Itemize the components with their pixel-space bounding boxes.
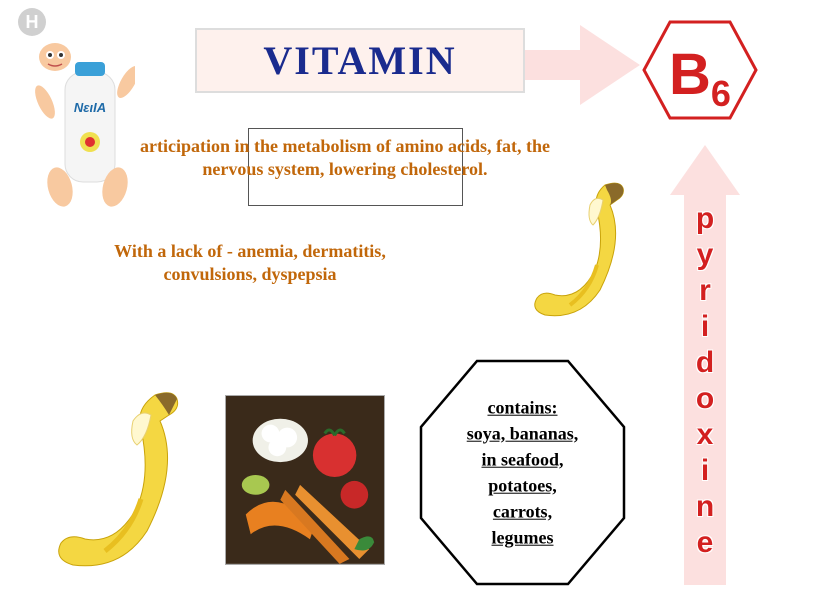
- contains-text: contains: soya, bananas, in seafood, pot…: [438, 394, 608, 551]
- arrow-up-pyridoxine: p y r i d o x i n e: [670, 145, 740, 585]
- description-2: With a lack of - anemia, dermatitis, con…: [95, 240, 405, 287]
- vegetables-image: [225, 395, 385, 565]
- vitamin-code-sub: 6: [711, 73, 731, 114]
- hexagon-b6: B6: [640, 18, 760, 138]
- svg-text:ΝειΙΑ: ΝειΙΑ: [74, 100, 106, 115]
- title-text: VITAMIN: [263, 37, 456, 84]
- title-box: VITAMIN: [195, 28, 525, 93]
- description-1: articipation in the metabolism of amino …: [115, 135, 575, 182]
- vitamin-code: B6: [669, 41, 731, 108]
- banana-image-1: [525, 170, 645, 325]
- vitamin-code-main: B: [669, 42, 711, 107]
- banana-image-2: [45, 375, 205, 575]
- vertical-text: p y r i d o x i n e: [696, 201, 714, 561]
- mascot-character: ΝειΙΑ: [30, 32, 135, 217]
- contains-octagon: contains: soya, bananas, in seafood, pot…: [415, 355, 630, 590]
